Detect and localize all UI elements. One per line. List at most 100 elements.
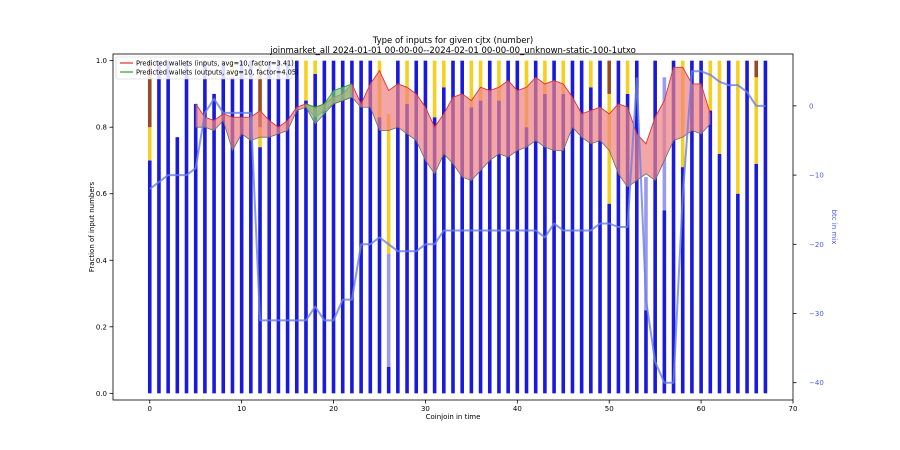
y-tick-label-0.4: 0.4 [96, 257, 108, 265]
bar-fresh-21 [340, 60, 345, 394]
chart-subtitle: joinmarket_all 2024-01-01 00-00-00--2024… [269, 46, 636, 56]
x-tick-label-40: 40 [513, 405, 522, 413]
bar-fresh-32 [442, 87, 446, 394]
bar-remixed-26 [386, 253, 391, 367]
bar-yellow-38 [497, 60, 501, 101]
bar-fresh-33 [451, 60, 455, 394]
bar-yellow-31 [432, 60, 437, 118]
bar-fresh-23 [359, 60, 363, 394]
x-axis-label: Coinjoin in time [426, 413, 481, 421]
bar-fresh-45 [561, 93, 566, 394]
bar-fresh-60 [699, 60, 703, 394]
y2-tick-label-0: 0 [809, 102, 813, 110]
y2-axis-label: btc in mix [830, 210, 838, 245]
bar-fresh-54 [644, 310, 648, 394]
bar-fresh-6 [203, 60, 207, 394]
bar-fresh-20 [331, 60, 336, 394]
bar-fresh-14 [276, 60, 281, 394]
bar-fresh-38 [497, 100, 501, 394]
legend-box [115, 56, 293, 80]
bar-fresh-12 [258, 147, 262, 394]
bar-fresh-15 [285, 60, 290, 394]
bar-yellow-28 [405, 60, 409, 104]
bar-yellow-61 [708, 60, 713, 111]
x-tick-label-50: 50 [605, 405, 614, 413]
bar-fresh-63 [726, 60, 731, 394]
y-tick-label-0.2: 0.2 [96, 323, 107, 331]
bar-fresh-40 [515, 60, 520, 394]
bar-fresh-58 [680, 167, 685, 394]
bar-yellow-26 [386, 113, 391, 254]
inputs-wallet-upper-line [195, 66, 711, 145]
outputs-wallet-upper-line [305, 83, 353, 108]
bar-fresh-19 [322, 60, 327, 394]
wallet-fill-layer [195, 66, 711, 188]
y-axis-label: Fraction of input numbers [88, 181, 96, 272]
bar-fresh-37 [487, 60, 492, 394]
legend-entry-outputs: Predicted wallets (outputs, avg=10, fact… [136, 69, 299, 77]
x-tick-label-10: 10 [237, 405, 246, 413]
y-tick-label-0.6: 0.6 [96, 190, 108, 198]
bar-yellow-18 [313, 60, 317, 74]
bar-yellow-43 [543, 60, 547, 94]
inputs-wallet-lower-line [195, 96, 711, 188]
y-axis: 0.0 0.2 0.4 0.6 0.8 1.0 [96, 57, 113, 398]
bar-fresh-44 [552, 60, 556, 394]
x-tick-label-20: 20 [329, 405, 338, 413]
y2-tick-label--20: −20 [809, 241, 824, 249]
bar-brown-50 [607, 60, 612, 94]
x-tick-label-30: 30 [421, 405, 430, 413]
outputs-wallet-fill [305, 83, 352, 124]
bar-fresh-43 [543, 93, 547, 394]
bar-fresh-1 [157, 60, 161, 394]
bar-yellow-64 [736, 60, 740, 194]
bar-yellow-48 [589, 60, 593, 88]
y2-tick-label--40: −40 [809, 379, 824, 387]
bar-fresh-39 [506, 60, 510, 394]
legend: Predicted wallets (inputs, avg=10, facto… [115, 56, 299, 80]
bar-fresh-52 [625, 93, 630, 394]
bar-yellow-32 [442, 60, 446, 88]
y-tick-label-0.8: 0.8 [96, 124, 107, 132]
bar-fresh-36 [478, 100, 483, 394]
bar-fresh-7 [212, 93, 216, 394]
bar-fresh-29 [414, 60, 419, 394]
outputs-wallet-lower-line [305, 96, 353, 125]
bar-fresh-30 [423, 60, 428, 394]
y-tick-label-0: 0.0 [96, 390, 107, 398]
chart-title: Type of inputs for given cjtx (number) [372, 36, 534, 46]
bar-fresh-56 [662, 210, 667, 394]
bar-remixed-54 [644, 177, 648, 311]
bar-fresh-57 [671, 60, 676, 394]
bar-fresh-49 [598, 60, 602, 394]
bar-fresh-28 [405, 103, 409, 394]
plot-frame [112, 53, 794, 401]
bar-fresh-65 [745, 60, 749, 394]
y2-tick-label--30: −30 [809, 310, 824, 318]
bar-fresh-25 [377, 117, 382, 394]
bar-yellow-45 [561, 60, 566, 94]
bar-fresh-26 [386, 366, 391, 394]
bar-fresh-55 [653, 60, 657, 394]
x-tick-label-60: 60 [697, 405, 706, 413]
bar-fresh-50 [607, 203, 612, 394]
bar-fresh-62 [717, 153, 722, 394]
bar-fresh-27 [396, 60, 400, 394]
btc-in-mix-line [149, 70, 766, 384]
bar-fresh-13 [267, 60, 272, 394]
btc-line-layer [149, 70, 766, 384]
bar-fresh-16 [294, 60, 299, 394]
bar-yellow-0 [147, 127, 152, 161]
bar-fresh-31 [432, 117, 437, 394]
bar-fresh-67 [763, 60, 768, 394]
bar-fresh-11 [249, 60, 253, 394]
bar-fresh-48 [589, 87, 593, 394]
bar-fresh-9 [230, 77, 235, 394]
bar-fresh-42 [533, 60, 538, 394]
y-tick-label-1: 1.0 [96, 57, 107, 65]
inputs-wallet-fill [195, 67, 711, 188]
bar-fresh-61 [708, 110, 713, 394]
bar-brown-66 [754, 60, 759, 78]
y2-tick-label--10: −10 [809, 172, 824, 180]
bar-yellow-17 [304, 60, 308, 101]
